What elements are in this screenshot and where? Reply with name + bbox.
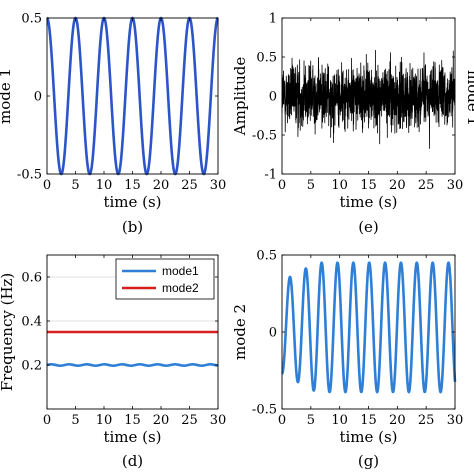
y-tick-label: 0.2 (21, 359, 42, 374)
x-tick-label: 5 (307, 413, 315, 428)
y-tick-label: 0 (269, 326, 277, 341)
y-axis-label: Frequency (Hz) (0, 273, 16, 392)
x-tick-label: 20 (153, 178, 170, 193)
y-tick-label: 0.5 (21, 12, 42, 27)
x-tick-label: 0 (278, 178, 286, 193)
x-tick-label: 20 (153, 413, 170, 428)
x-tick-label: 15 (124, 413, 141, 428)
legend: mode1 mode2 (115, 258, 215, 300)
y-tick-label: 0.5 (256, 249, 277, 264)
y-tick-label: 0 (34, 90, 42, 105)
x-tick-label: 25 (418, 178, 435, 193)
x-tick-label: 10 (96, 413, 113, 428)
x-tick-label: 25 (181, 178, 198, 193)
panel-caption: (d) (122, 452, 143, 470)
y-tick-label: 1 (269, 12, 277, 27)
y-tick-label: 0.6 (21, 271, 42, 286)
y-tick-label: -0.5 (252, 129, 277, 144)
y-tick-label: 0.4 (21, 315, 42, 330)
series-line (280, 261, 457, 394)
x-tick-label: 10 (331, 413, 348, 428)
x-axis-label: time (s) (339, 428, 397, 446)
y-axis-label: mode 1 (0, 68, 14, 124)
x-tick-label: 15 (360, 178, 377, 193)
x-tick-label: 25 (181, 413, 198, 428)
x-tick-label: 15 (360, 413, 377, 428)
x-tick-label: 30 (447, 178, 464, 193)
x-tick-label: 15 (124, 178, 141, 193)
x-tick-label: 30 (210, 413, 227, 428)
y-axis-label: Amplitude (231, 57, 249, 137)
y-axis-label: mode 2 (231, 304, 249, 360)
legend-box (115, 258, 215, 300)
x-tick-label: 0 (278, 413, 286, 428)
y-tick-label: -1 (264, 168, 277, 183)
plot-area (47, 18, 218, 174)
x-axis-label: time (s) (103, 428, 161, 446)
panel-caption: (b) (122, 218, 143, 236)
x-tick-label: 20 (389, 413, 406, 428)
x-tick-label: 5 (71, 178, 79, 193)
x-tick-label: 5 (71, 413, 79, 428)
x-tick-label: 0 (43, 178, 51, 193)
panel-e: 0 5 10 15 20 25 30 -1 -0.5 0 0.5 1 time (s) Amplitude… (231, 12, 463, 237)
x-tick-label: 20 (389, 178, 406, 193)
x-tick-label: 10 (331, 178, 348, 193)
panel-caption: (e) (358, 218, 379, 236)
y-tick-label: 0 (269, 90, 277, 105)
legend-label-mode1: mode1 (162, 264, 199, 278)
y-tick-label: 0.5 (256, 51, 277, 66)
x-axis-label: time (s) (103, 193, 161, 211)
x-tick-label: 0 (43, 413, 51, 428)
legend-label-mode2: mode2 (162, 281, 199, 295)
panel-caption: (g) (358, 452, 379, 470)
x-tick-label: 30 (210, 178, 227, 193)
x-tick-label: 5 (307, 178, 315, 193)
panel-d: 0 5 10 15 20 25 30 0.2 0.4 0.6 time (s) Frequency (… (0, 254, 227, 470)
y-tick-label: -0.5 (252, 403, 277, 418)
y-tick-label: -0.5 (17, 168, 42, 183)
x-tick-label: 30 (447, 413, 464, 428)
series-line-mode1 (46, 363, 219, 367)
series-line (281, 49, 456, 149)
x-tick-label: 10 (96, 178, 113, 193)
x-tick-label: 25 (418, 413, 435, 428)
cutoff-mode1-label: mode 1 (464, 70, 474, 126)
x-axis-label: time (s) (339, 193, 397, 211)
